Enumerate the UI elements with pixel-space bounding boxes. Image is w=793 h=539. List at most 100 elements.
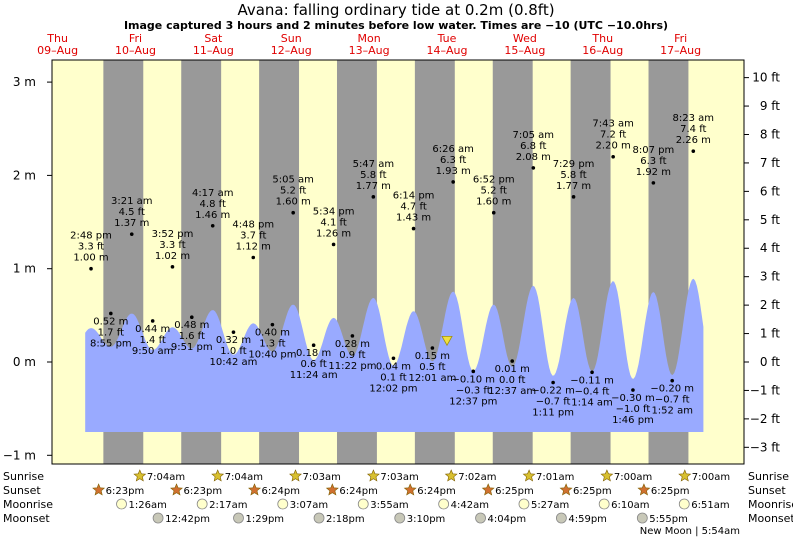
extreme-time: 4:17 am — [192, 188, 234, 199]
extreme-feet: 1.6 ft — [179, 331, 205, 342]
extreme-dot — [391, 356, 396, 361]
right-tick-label: 0 ft — [760, 355, 780, 369]
extreme-meters: 0.15 m — [415, 351, 450, 362]
extreme-feet: 0.6 ft — [300, 359, 326, 370]
extreme-dot — [251, 255, 256, 260]
extreme-time: 7:29 pm — [553, 159, 595, 170]
extreme-time: 6:26 am — [432, 144, 474, 155]
extreme-dot — [89, 266, 93, 271]
right-tick-label: 6 ft — [760, 184, 780, 198]
moonset-label-right: Moonset — [748, 512, 793, 525]
extreme-dot — [451, 180, 455, 184]
sunrise-icon — [211, 469, 225, 482]
day-name: Thu — [591, 32, 613, 45]
extreme-feet: 0.9 ft — [339, 350, 365, 361]
extreme-dot — [611, 154, 615, 159]
extreme-feet: 7.2 ft — [600, 130, 626, 141]
day-name: Sun — [281, 32, 302, 45]
extreme-time: 11:22 pm — [328, 361, 376, 372]
extreme-dot — [531, 166, 536, 170]
sunset-icon — [325, 483, 339, 496]
right-tick-label: −1 ft — [750, 383, 781, 397]
extreme-feet: −0.7 ft — [655, 395, 690, 406]
extreme-meters: 1.26 m — [316, 228, 351, 239]
extreme-meters: −0.20 m — [650, 384, 694, 395]
extreme-time: 1:11 pm — [532, 408, 574, 419]
day-date: 09–Aug — [37, 44, 78, 57]
sunrise-time: 7:04am — [225, 472, 263, 483]
extreme-meters: 0.01 m — [495, 364, 530, 375]
right-tick-label: 2 ft — [760, 298, 780, 312]
extreme-meters: 1.46 m — [195, 210, 230, 221]
extreme-feet: 0.1 ft — [380, 372, 406, 383]
extreme-dot — [331, 242, 336, 247]
moonset-icon — [555, 512, 567, 524]
sunset-icon — [481, 483, 495, 496]
day-name: Wed — [513, 32, 537, 45]
plot-frame — [51, 59, 745, 465]
sunrise-icon — [133, 469, 147, 482]
day-date: 13–Aug — [349, 44, 390, 57]
moonrise-icon — [277, 498, 289, 510]
extreme-time: 1:14 am — [571, 397, 613, 408]
moonrise-icon — [438, 498, 450, 510]
extreme-time: 12:01 am — [408, 373, 456, 384]
extreme-dot — [651, 181, 656, 185]
extreme-time: 12:37 pm — [449, 396, 497, 407]
moonrise-label-right: Moonrise — [748, 498, 793, 511]
moonset-icon — [233, 512, 244, 524]
extreme-dot — [210, 223, 215, 228]
day-name: Tue — [437, 32, 457, 45]
extreme-time: 6:52 pm — [473, 175, 515, 186]
moonrise-time: 3:55am — [370, 500, 408, 511]
extreme-feet: 5.8 ft — [360, 170, 386, 181]
extreme-dot — [170, 265, 175, 269]
extreme-feet: 6.3 ft — [640, 156, 666, 167]
extreme-feet: −1.0 ft — [616, 404, 651, 415]
sunrise-icon — [444, 469, 458, 482]
left-axis-meters: −1 m 0 m 1 m 2 m 3 m — [3, 75, 52, 462]
extreme-feet: 6.3 ft — [440, 155, 466, 166]
moonset-time: 3:10pm — [407, 514, 446, 525]
extreme-dot — [350, 334, 355, 338]
extreme-meters: 0.52 m — [93, 316, 128, 327]
moonset-label-left: Moonset — [3, 512, 50, 525]
sunset-time: 6:24pm — [417, 486, 456, 497]
day-name: Sat — [204, 32, 223, 45]
day-date: 11–Aug — [193, 44, 234, 57]
moonset-time: 12:42pm — [165, 514, 210, 525]
sunrise-icon — [522, 469, 536, 482]
extreme-dot — [471, 369, 476, 374]
sunrise-time: 7:00am — [692, 472, 730, 483]
sunset-time: 6:24pm — [261, 486, 300, 497]
extreme-meters: 0.40 m — [255, 328, 290, 339]
right-tick-label: 7 ft — [760, 156, 780, 170]
day-date: 12–Aug — [271, 44, 312, 57]
sunrise-time: 7:00am — [614, 472, 652, 483]
extreme-meters: 1.43 m — [396, 213, 431, 224]
sunset-time: 6:23pm — [184, 486, 223, 497]
right-tick-label: 4 ft — [760, 241, 780, 255]
tide-area — [85, 278, 704, 432]
extreme-dot — [270, 322, 275, 327]
extreme-meters: 0.28 m — [335, 339, 370, 350]
extreme-feet: 5.2 ft — [280, 186, 306, 197]
extreme-time: 11:24 am — [290, 370, 338, 381]
extreme-dot — [129, 232, 134, 236]
moonset-icon — [475, 512, 486, 524]
extreme-meters: 1.12 m — [236, 242, 271, 253]
extreme-time: 8:23 am — [673, 113, 715, 124]
extreme-feet: 1.4 ft — [140, 335, 166, 346]
right-tick-label: 8 ft — [760, 127, 780, 141]
extreme-meters: 1.37 m — [114, 218, 149, 229]
extreme-time: 10:40 pm — [248, 350, 296, 361]
sunset-time: 6:23pm — [106, 486, 145, 497]
extreme-time: 2:48 pm — [70, 231, 112, 242]
extreme-time: 3:21 am — [111, 196, 153, 207]
moonset-time: 1:29pm — [246, 514, 285, 525]
extreme-dot — [150, 319, 155, 323]
extreme-dot — [189, 315, 194, 320]
sunset-label-left: Sunset — [3, 484, 41, 497]
moon-phase-note: New Moon | 5:54am — [640, 526, 740, 537]
